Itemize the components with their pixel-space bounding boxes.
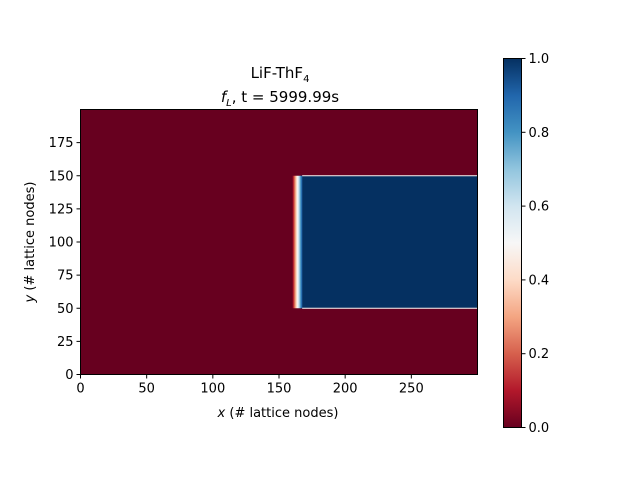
y-tick-label: 0 xyxy=(65,368,73,383)
x-axis-ticks: 0 50 100 150 200 250 xyxy=(76,374,424,397)
y-tick-label: 25 xyxy=(57,335,74,350)
colorbar-tick-label: 0.4 xyxy=(529,273,550,288)
x-tick-label: 50 xyxy=(138,382,155,397)
y-tick-label: 150 xyxy=(49,169,74,184)
colorbar: 0.0 0.2 0.4 0.6 0.8 1.0 xyxy=(503,52,550,436)
x-tick-label: 250 xyxy=(399,382,424,397)
heatmap-plot xyxy=(80,109,478,375)
y-axis-label: y (# lattice nodes) xyxy=(23,182,38,304)
y-tick-label: 75 xyxy=(57,269,74,284)
title-line-1: LiF-ThF4 xyxy=(251,64,310,85)
x-axis-label: x (# lattice nodes) xyxy=(217,406,339,421)
colorbar-gradient xyxy=(503,58,522,428)
colorbar-tick-label: 0.0 xyxy=(529,421,550,436)
colorbar-tick-label: 0.8 xyxy=(529,126,550,141)
x-tick-label: 100 xyxy=(200,382,225,397)
y-tick-label: 125 xyxy=(49,202,74,217)
colorbar-tick-label: 0.6 xyxy=(529,200,550,215)
y-axis-ticks: 0 25 50 75 100 125 150 175 xyxy=(49,136,81,383)
liquid-region xyxy=(300,175,478,309)
y-tick-label: 100 xyxy=(49,236,74,251)
title-line-2: fL, t = 5999.99s xyxy=(221,88,339,109)
y-tick-label: 175 xyxy=(49,136,74,151)
chart-title: LiF-ThF4 fL, t = 5999.99s xyxy=(221,64,339,109)
x-tick-label: 200 xyxy=(333,382,358,397)
colorbar-tick-label: 0.2 xyxy=(529,347,550,362)
x-tick-label: 150 xyxy=(267,382,292,397)
interface-band xyxy=(292,175,303,309)
y-tick-label: 50 xyxy=(57,302,74,317)
colorbar-ticks: 0.0 0.2 0.4 0.6 0.8 1.0 xyxy=(521,52,550,436)
colorbar-tick-label: 1.0 xyxy=(529,52,550,67)
x-tick-label: 0 xyxy=(76,382,84,397)
